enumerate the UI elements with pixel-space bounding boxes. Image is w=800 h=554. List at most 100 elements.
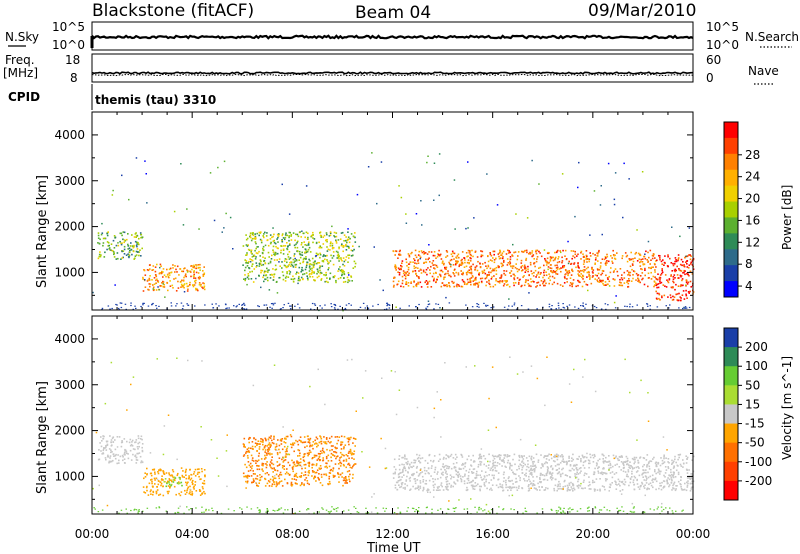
scatter-cell <box>321 272 323 274</box>
scatter-cell <box>500 276 503 278</box>
scatter-cell <box>594 455 596 457</box>
scatter-cell <box>674 277 676 279</box>
scatter-cell <box>424 459 427 462</box>
scatter-cell <box>533 469 536 472</box>
scatter-cell <box>457 476 460 478</box>
scatter-cell <box>305 477 308 479</box>
scatter-cell <box>343 234 346 236</box>
scatter-cell <box>662 284 665 286</box>
scatter-cell <box>554 484 557 487</box>
scatter-cell <box>273 442 275 445</box>
scatter-cell <box>446 284 448 286</box>
scatter-cell <box>147 269 150 272</box>
scatter-cell <box>292 468 294 470</box>
scatter-cell <box>686 266 689 268</box>
scatter-cell <box>308 483 310 486</box>
scatter-cell <box>201 492 204 494</box>
scatter-cell <box>623 277 626 279</box>
scatter-cell <box>568 271 571 274</box>
scatter-cell <box>638 279 640 282</box>
scatter-cell <box>478 273 480 276</box>
scatter-cell <box>136 248 139 250</box>
scatter-cell <box>649 263 651 265</box>
scatter-cell <box>189 479 192 481</box>
scatter-cell <box>685 284 687 286</box>
scatter-cell <box>117 244 120 247</box>
scatter-cell <box>607 461 609 463</box>
scatter-cell <box>151 480 153 483</box>
scatter-cell <box>351 467 353 469</box>
scatter-cell <box>156 478 159 481</box>
scatter-cell <box>105 440 108 443</box>
scatter-cell <box>415 262 418 265</box>
scatter-cell <box>266 445 269 447</box>
scatter-cell <box>115 244 118 247</box>
scatter-cell <box>583 467 586 469</box>
scatter-cell <box>345 479 348 481</box>
scatter-cell <box>403 463 405 466</box>
scatter-cell <box>141 449 144 452</box>
scatter-cell <box>273 477 275 479</box>
scatter-cell <box>590 488 592 490</box>
scatter-cell <box>320 236 322 238</box>
scatter-cell <box>353 464 355 466</box>
scatter-cell <box>371 152 373 154</box>
scatter-cell <box>554 460 556 463</box>
scatter-cell <box>303 483 305 486</box>
scatter-cell <box>106 234 109 237</box>
scatter-cell <box>229 216 232 219</box>
scatter-cell <box>516 469 518 471</box>
scatter-cell <box>476 282 478 285</box>
scatter-cell <box>293 253 296 255</box>
scatter-cell <box>561 256 563 259</box>
scatter-cell <box>249 437 251 439</box>
scatter-cell <box>177 472 179 475</box>
scatter-cell <box>686 456 689 459</box>
scatter-cell <box>488 274 490 276</box>
scatter-cell <box>330 452 333 455</box>
scatter-cell <box>287 461 290 464</box>
scatter-cell <box>267 480 270 482</box>
scatter-cell <box>685 289 687 292</box>
scatter-cell <box>492 250 495 253</box>
scatter-cell <box>325 457 328 460</box>
scatter-cell <box>398 253 401 255</box>
scatter-cell <box>664 476 666 478</box>
scatter-cell <box>340 257 342 259</box>
scatter-cell <box>495 470 498 472</box>
scatter-cell <box>427 467 430 470</box>
scatter-cell <box>166 281 168 284</box>
scatter-cell <box>97 242 99 244</box>
scatter-cell <box>667 255 669 258</box>
scatter-cell <box>429 269 431 271</box>
scatter-cell <box>273 438 275 440</box>
scatter-cell <box>667 265 669 268</box>
scatter-cell <box>552 256 554 259</box>
scatter-cell <box>426 273 428 276</box>
scatter-cell <box>385 467 388 469</box>
scatter-cell <box>682 284 684 287</box>
scatter-cell <box>506 454 509 456</box>
scatter-cell <box>659 282 661 284</box>
scatter-cell <box>343 477 345 479</box>
scatter-cell <box>270 303 273 305</box>
scatter-cell <box>683 488 686 491</box>
scatter-cell <box>345 466 347 469</box>
scatter-cell <box>469 272 472 274</box>
scatter-cell <box>435 303 437 305</box>
scatter-cell <box>628 258 631 260</box>
scatter-cell <box>168 274 171 276</box>
scatter-cell <box>508 298 510 300</box>
scatter-cell <box>564 479 566 482</box>
scatter-cell <box>181 474 184 477</box>
scatter-cell <box>271 254 273 257</box>
scatter-cell <box>353 506 355 508</box>
scatter-cell <box>315 471 318 474</box>
scatter-cell <box>633 462 635 465</box>
scatter-cell <box>425 268 428 271</box>
scatter-cell <box>691 473 694 475</box>
scatter-cell <box>460 285 463 288</box>
scatter-cell <box>689 280 692 283</box>
scatter-cell <box>631 306 634 308</box>
scatter-cell <box>491 454 494 457</box>
